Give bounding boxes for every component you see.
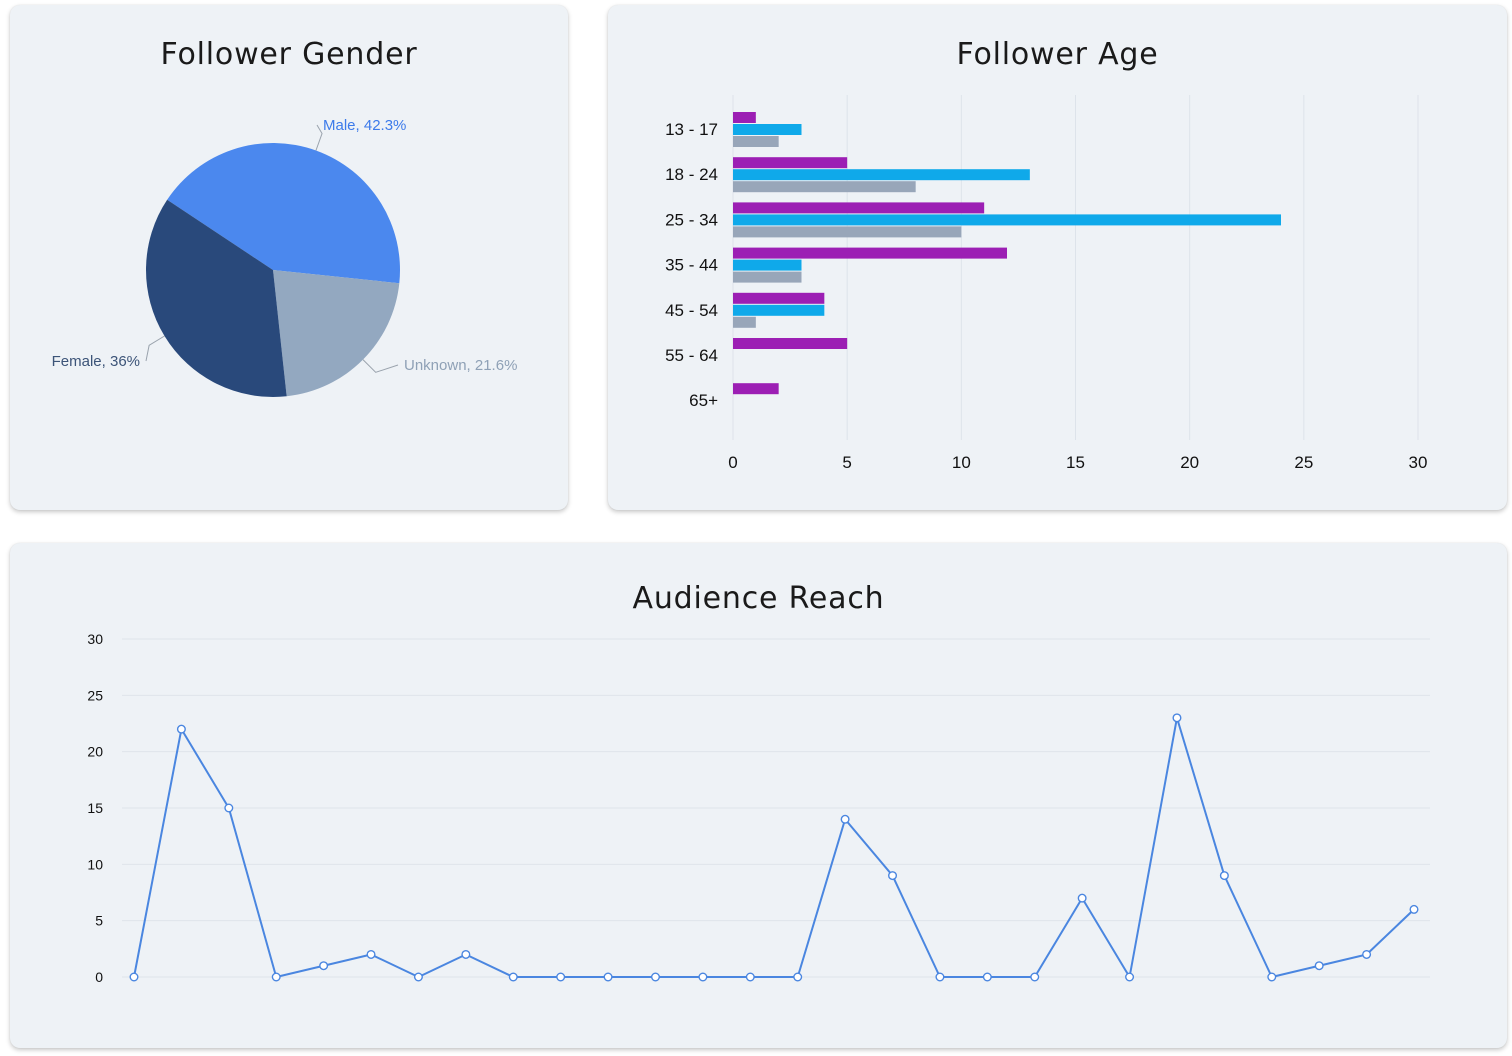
follower-gender-panel: Follower Gender Male, 42.3% Unknown, 21.6… [10, 5, 568, 510]
reach-point [461, 949, 471, 959]
pie-leader-unknown [362, 359, 399, 373]
reach-y-tick-label: 15 [87, 800, 103, 816]
age-bar [733, 157, 848, 169]
reach-point [366, 949, 376, 959]
pie-leader-female [145, 335, 165, 362]
age-bar [733, 271, 802, 283]
pie-slice-unknown [273, 270, 400, 397]
reach-y-tick-label: 25 [87, 687, 103, 703]
age-category-label: 65+ [689, 391, 718, 410]
follower-age-panel: Follower Age 0 5 10 15 20 25 30 13 - 17 18 - 24 2… [608, 5, 1507, 510]
reach-point [650, 972, 660, 982]
age-category-label: 13 - 17 [665, 120, 718, 139]
reach-point [1362, 949, 1372, 959]
pie-label-unknown: Unknown, 21.6% [404, 357, 517, 374]
age-bar [733, 292, 825, 304]
reach-y-tick-label: 20 [87, 744, 103, 760]
reach-point [1409, 904, 1419, 914]
age-x-tick-label: 25 [1294, 453, 1313, 472]
reach-point [888, 871, 898, 881]
age-x-tick-label: 10 [952, 453, 971, 472]
age-bar [733, 124, 802, 135]
age-bar [733, 247, 1007, 259]
reach-point [1219, 871, 1229, 881]
age-bar [733, 338, 848, 349]
age-bar [733, 304, 825, 316]
reach-point [793, 972, 803, 982]
reach-y-tick-label: 0 [95, 969, 103, 985]
reach-point [1125, 972, 1135, 982]
pie-leader-male [315, 124, 323, 151]
reach-point [319, 961, 329, 971]
age-bar [733, 112, 756, 123]
age-x-tick-label: 0 [728, 453, 737, 472]
age-category-label: 18 - 24 [665, 165, 718, 184]
reach-point [413, 972, 423, 982]
reach-point [1077, 893, 1087, 903]
age-bar [733, 226, 962, 238]
reach-point [1314, 961, 1324, 971]
gender-pie-chart: Male, 42.3% Unknown, 21.6% Female, 36% [52, 117, 517, 397]
reach-point [1030, 972, 1040, 982]
reach-point [176, 724, 186, 734]
age-category-label: 25 - 34 [665, 210, 718, 229]
age-category-label: 45 - 54 [665, 301, 718, 320]
reach-point [508, 972, 518, 982]
reach-point [271, 972, 281, 982]
age-bar-chart: 0 5 10 15 20 25 30 13 - 17 18 - 24 25 - 34 35 - 44… [665, 95, 1428, 472]
age-x-tick-label: 30 [1409, 453, 1428, 472]
reach-line-chart: 0 5 10 15 20 25 30 [87, 631, 1430, 985]
reach-point [556, 972, 566, 982]
pie-slice-female [145, 199, 287, 397]
age-bar [733, 202, 985, 214]
follower-gender-title: Follower Gender [160, 37, 418, 72]
reach-point [1267, 972, 1277, 982]
reach-point [745, 972, 755, 982]
follower-age-title: Follower Age [956, 37, 1159, 72]
age-bar [733, 316, 756, 328]
age-category-label: 35 - 44 [665, 256, 718, 275]
reach-point [1172, 713, 1182, 723]
reach-y-tick-label: 5 [95, 913, 103, 929]
reach-y-tick-label: 10 [87, 856, 103, 872]
age-x-tick-label: 20 [1180, 453, 1199, 472]
reach-point [982, 972, 992, 982]
reach-point [698, 972, 708, 982]
age-category-label: 55 - 64 [665, 346, 718, 365]
age-bar [733, 259, 802, 271]
age-bar [733, 136, 779, 147]
reach-y-tick-label: 30 [87, 631, 103, 647]
audience-reach-panel: Audience Reach 0 5 10 15 20 25 30 [10, 543, 1507, 1048]
pie-slice-male [167, 142, 400, 284]
reach-point [935, 972, 945, 982]
age-bar [733, 169, 1030, 181]
reach-point [224, 803, 234, 813]
pie-label-female: Female, 36% [52, 353, 140, 370]
reach-point [603, 972, 613, 982]
audience-reach-title: Audience Reach [632, 581, 885, 616]
age-bar [733, 214, 1281, 226]
reach-point [129, 972, 139, 982]
age-bar [733, 181, 916, 193]
age-bar [733, 383, 779, 395]
age-x-tick-label: 15 [1066, 453, 1085, 472]
reach-point [840, 814, 850, 824]
age-x-tick-label: 5 [842, 453, 851, 472]
pie-label-male: Male, 42.3% [323, 117, 406, 134]
reach-series-line [133, 716, 1415, 978]
